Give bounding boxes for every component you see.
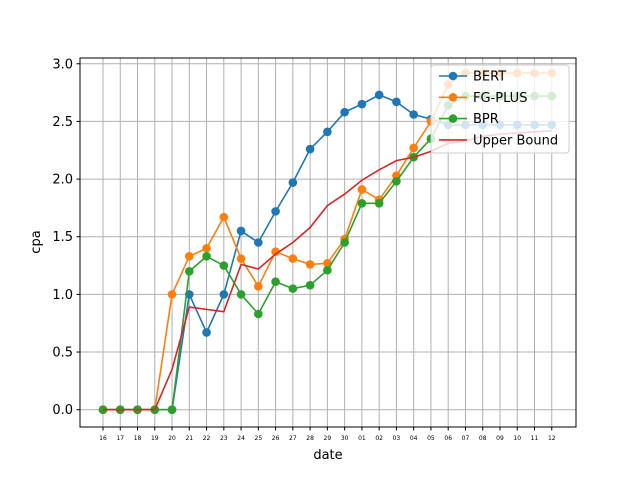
ticks: 16 17 18 19 20 21 22 23 24 25 26 27 28 29 30 01 02 03 04 05…: [52, 57, 555, 442]
data-point: [202, 252, 211, 261]
y-tick-label: 1.0: [52, 288, 73, 303]
data-point: [357, 99, 367, 109]
data-point: [305, 144, 315, 154]
x-tick-label: 03: [393, 435, 401, 442]
x-tick-label: 01: [358, 435, 366, 442]
legend-label: BERT: [473, 70, 506, 85]
legend-item: FG-PLUS: [439, 91, 527, 106]
data-point: [271, 277, 280, 287]
legend-box: [430, 64, 570, 154]
x-tick-label: 28: [306, 435, 314, 442]
x-tick-label: 16: [99, 435, 107, 442]
data-point: [305, 280, 315, 290]
x-tick-label: 26: [272, 435, 280, 442]
x-tick-label: 12: [548, 435, 556, 442]
legend-marker: [448, 71, 458, 81]
y-tick-label: 2.5: [52, 115, 73, 130]
data-point: [236, 254, 246, 263]
data-point: [202, 243, 211, 253]
data-point: [271, 247, 280, 257]
data-point: [288, 254, 298, 263]
x-tick-label: 18: [134, 435, 142, 442]
data-point: [288, 178, 298, 187]
x-tick-label: 25: [255, 435, 263, 442]
x-tick-label: 02: [375, 435, 383, 442]
y-tick-label: 1.5: [52, 230, 73, 245]
x-tick-label: 20: [168, 435, 176, 442]
data-point: [167, 405, 177, 415]
y-tick-label: 2.0: [52, 173, 73, 188]
data-point: [357, 198, 367, 208]
data-point: [374, 198, 384, 208]
x-tick-label: 21: [185, 435, 193, 442]
data-point: [392, 177, 401, 186]
data-point: [167, 290, 177, 299]
x-tick-label: 23: [220, 435, 228, 442]
x-tick-label: 29: [324, 435, 332, 442]
data-point: [409, 110, 418, 119]
data-point: [340, 238, 349, 247]
data-point: [271, 207, 280, 216]
data-point: [305, 260, 315, 269]
data-point: [340, 107, 349, 117]
x-tick-label: 10: [513, 435, 521, 442]
x-axis-label: date: [313, 448, 342, 463]
legend-label: Upper Bound: [473, 134, 558, 149]
data-point: [254, 282, 263, 291]
data-point: [219, 212, 229, 222]
x-tick-label: 24: [237, 435, 245, 442]
data-point: [219, 290, 229, 299]
x-tick-label: 07: [462, 435, 470, 442]
data-point: [202, 328, 211, 337]
data-point: [254, 238, 263, 247]
legend-item: BPR: [439, 112, 499, 127]
data-point: [323, 127, 332, 137]
x-tick-label: 05: [427, 435, 435, 442]
data-point: [219, 261, 229, 270]
data-point: [392, 97, 401, 107]
data-point: [357, 185, 367, 194]
legend-item: BERT: [439, 70, 506, 85]
data-point: [236, 226, 246, 236]
x-tick-label: 09: [496, 435, 504, 442]
data-point: [185, 252, 194, 261]
x-tick-label: 27: [289, 435, 297, 442]
x-tick-label: 22: [203, 435, 211, 442]
x-tick-label: 06: [444, 435, 452, 442]
data-point: [236, 290, 246, 299]
data-point: [254, 309, 263, 319]
data-point: [288, 284, 298, 293]
y-tick-label: 0.0: [52, 403, 73, 418]
legend-marker: [448, 93, 458, 102]
x-tick-label: 08: [479, 435, 487, 442]
legend-label: BPR: [473, 112, 499, 127]
legend-marker: [448, 114, 458, 123]
legend: BERT FG-PLUS BPR Upper Bound: [430, 64, 570, 154]
y-axis-label: cpa: [29, 230, 44, 253]
x-tick-label: 11: [531, 435, 539, 442]
legend-item: Upper Bound: [439, 134, 558, 149]
x-tick-label: 19: [151, 435, 159, 442]
x-tick-label: 04: [410, 435, 418, 442]
data-point: [409, 143, 418, 153]
y-tick-label: 0.5: [52, 346, 73, 361]
y-tick-label: 3.0: [52, 57, 73, 72]
data-point: [374, 90, 384, 100]
data-point: [323, 265, 332, 275]
legend-label: FG-PLUS: [473, 91, 527, 106]
data-point: [185, 267, 194, 276]
x-tick-label: 30: [341, 435, 349, 442]
plot-frame: [79, 57, 577, 428]
x-tick-label: 17: [116, 435, 124, 442]
